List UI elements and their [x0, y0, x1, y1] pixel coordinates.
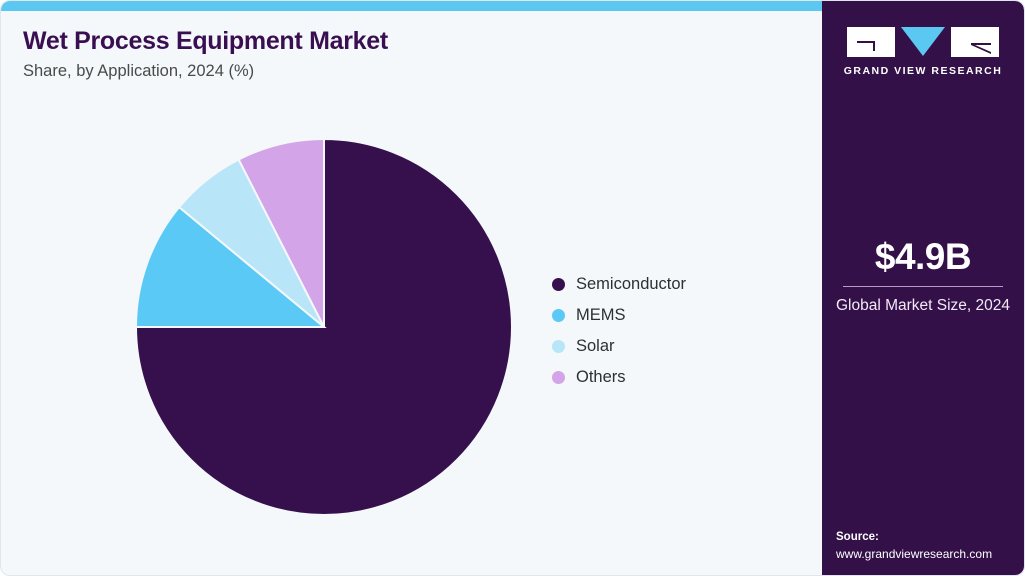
logo-v-icon [901, 27, 945, 56]
legend-swatch-icon [552, 309, 565, 322]
stat-divider [843, 285, 1003, 287]
legend-label: Others [576, 368, 626, 387]
pie-slice-group [135, 138, 513, 516]
market-size-value: $4.9B [874, 236, 972, 277]
legend-label: Solar [576, 337, 615, 356]
source-label: Source: [836, 530, 879, 543]
legend-item[interactable]: MEMS [552, 300, 802, 331]
legend-item[interactable]: Others [552, 362, 802, 393]
pie-slice [135, 205, 327, 328]
page-subtitle: Share, by Application, 2024 (%) [23, 61, 255, 80]
legend-label: MEMS [576, 306, 626, 325]
brand-panel: GRAND VIEW RESEARCH $4.9B Global Market … [822, 1, 1024, 575]
legend-swatch-icon [552, 371, 565, 384]
legend-item[interactable]: Semiconductor [552, 269, 802, 300]
gvr-logo: GRAND VIEW RESEARCH [822, 27, 1024, 77]
chart-panel: Wet Process Equipment Market Share, by A… [1, 1, 824, 575]
pie-chart-svg [135, 138, 513, 516]
logo-marks [822, 27, 1024, 57]
title-block: Wet Process Equipment Market Share, by A… [23, 27, 783, 82]
market-size-caption: Global Market Size, 2024 [835, 296, 1011, 314]
pie-slice [237, 138, 325, 328]
accent-bar [1, 1, 824, 11]
pie-chart [135, 138, 513, 516]
legend-label: Semiconductor [576, 275, 687, 294]
logo-r-icon [951, 27, 999, 57]
logo-g-icon [847, 27, 895, 57]
source-block: Source: www.grandviewresearch.com [836, 529, 1016, 563]
legend-swatch-icon [552, 278, 565, 291]
page-title: Wet Process Equipment Market [23, 27, 388, 55]
legend-swatch-icon [552, 340, 565, 353]
source-url[interactable]: www.grandviewresearch.com [836, 546, 993, 561]
logo-wordmark: GRAND VIEW RESEARCH [843, 65, 1003, 77]
chart-legend: Semiconductor MEMS Solar Others [552, 269, 802, 393]
legend-item[interactable]: Solar [552, 331, 802, 362]
market-size-stat: $4.9B Global Market Size, 2024 [834, 236, 1012, 316]
